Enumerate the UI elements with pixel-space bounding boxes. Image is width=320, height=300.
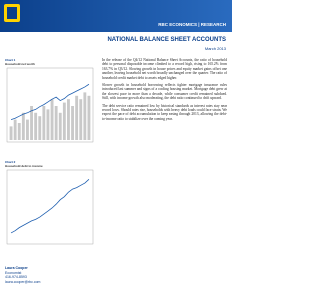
bar [62, 102, 66, 140]
plot [6, 67, 94, 143]
bar [30, 106, 33, 140]
plot-frame [6, 67, 94, 143]
bar [38, 116, 42, 140]
bar [17, 123, 21, 140]
bar [83, 92, 87, 140]
paragraph: In the release of the Q4/12 National Bal… [102, 58, 227, 80]
plot-frame [6, 169, 94, 245]
bar [71, 106, 74, 140]
bar [26, 119, 29, 140]
chart-label: Chart 2 [5, 160, 16, 164]
bar [13, 119, 17, 140]
line [10, 178, 90, 234]
bar [58, 112, 62, 140]
bar [87, 95, 91, 140]
plot [6, 169, 94, 245]
bar [42, 106, 46, 140]
paragraph: The debt service ratio remained low by h… [102, 103, 227, 121]
author-role: Economist [5, 270, 22, 275]
chart-title: Household net worth [5, 62, 35, 66]
bar [46, 109, 50, 140]
bar [21, 112, 25, 140]
author: Laura Cooper Economist 416-974-8593 laur… [5, 266, 40, 284]
paragraph: Slower growth in household borrowing ref… [102, 83, 227, 101]
bar [54, 106, 58, 140]
line [10, 83, 90, 120]
date: March 2013 [204, 46, 226, 51]
title: NATIONAL BALANCE SHEET ACCOUNTS [107, 37, 226, 43]
header-bar: RBC ECONOMICS | RESEARCH [0, 0, 232, 32]
logo [4, 4, 20, 22]
chart: Chart 2 Household debt to income [5, 160, 95, 249]
author-email: laura.cooper@rbc.com [5, 279, 41, 284]
bar [75, 95, 79, 140]
bar [50, 99, 54, 140]
bar [67, 99, 70, 140]
page: RBC ECONOMICS | RESEARCH NATIONAL BALANC… [0, 0, 232, 298]
bar [79, 99, 83, 140]
bar [34, 112, 38, 140]
body: In the release of the Q4/12 National Bal… [102, 58, 227, 298]
chart: Chart 1 Household net worth [5, 58, 95, 147]
chart-label: Chart 1 [5, 58, 16, 62]
author-phone: 416-974-8593 [5, 275, 27, 279]
brand: RBC ECONOMICS | RESEARCH [158, 22, 226, 27]
chart-title: Household debt to income [5, 164, 43, 168]
author-name: Laura Cooper [5, 266, 28, 270]
bar [9, 126, 13, 140]
